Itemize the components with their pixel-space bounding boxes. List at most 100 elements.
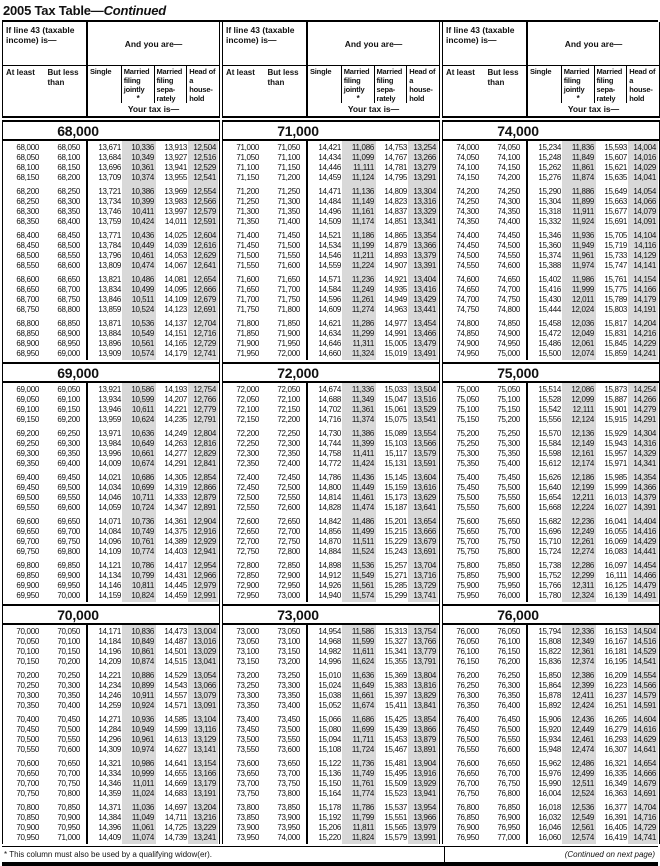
married-jointly-tax-cell: 11,599	[351, 637, 374, 646]
married-separately-tax-cell: 14,991	[384, 329, 407, 338]
but-less-than-cell: 70,800	[57, 789, 80, 798]
but-less-than-cell: 71,300	[277, 197, 300, 206]
married-jointly-tax-cell: 11,911	[572, 207, 595, 216]
your-tax-is-label: Your tax is—	[127, 104, 180, 114]
single-tax-cell: 13,796	[98, 251, 121, 260]
married-jointly-tax-cell: 11,424	[351, 459, 374, 468]
page-title-main: 2005 Tax Table	[3, 3, 91, 18]
head-of-household-tax-cell: 14,741	[633, 833, 656, 842]
but-less-than-cell: 68,550	[57, 251, 80, 260]
single-tax-cell: 15,444	[538, 305, 561, 314]
married-separately-tax-cell: 14,571	[164, 701, 187, 710]
at-least-cell: 74,650	[456, 285, 479, 294]
but-less-than-cell: 73,550	[277, 735, 300, 744]
continued-note: (Continued on next page)	[564, 850, 655, 859]
head-of-household-tax-cell: 14,404	[633, 517, 656, 526]
table-row: 75,800 75,850 15,738 12,286 16,097 14,454	[443, 561, 659, 571]
married-separately-tax-cell: 14,151	[164, 329, 187, 338]
married-jointly-tax-cell: 10,711	[131, 493, 154, 502]
head-of-household-tax-cell: 12,991	[193, 591, 216, 600]
at-least-cell: 72,450	[236, 483, 259, 492]
single-tax-cell: 14,842	[318, 517, 341, 526]
but-less-than-cell: 74,550	[497, 251, 520, 260]
at-least-cell: 68,650	[16, 285, 39, 294]
at-least-cell: 76,500	[456, 735, 479, 744]
married-jointly-tax-cell: 10,636	[131, 429, 154, 438]
but-less-than-cell: 70,650	[57, 759, 80, 768]
single-tax-cell: 15,836	[538, 657, 561, 666]
head-of-household-tax-cell: 13,941	[413, 789, 436, 798]
head-of-household-tax-cell: 12,941	[193, 547, 216, 556]
married-jointly-tax-cell: 10,936	[131, 715, 154, 724]
married-jointly-tax-cell: 12,211	[571, 493, 594, 502]
at-least-cell: 69,450	[16, 483, 39, 492]
single-tax-cell: 15,150	[318, 779, 341, 788]
table-row: 73,450 73,500 15,080 11,699 15,439 13,866	[223, 725, 439, 735]
single-tax-cell: 13,884	[98, 329, 121, 338]
married-jointly-tax-cell: 10,849	[131, 637, 154, 646]
section-header-label: 68,000	[57, 122, 99, 139]
single-tax-cell: 14,059	[98, 503, 121, 512]
single-tax-cell: 14,521	[318, 231, 341, 240]
but-less-than-cell: 70,100	[57, 637, 80, 646]
at-least-cell: 74,550	[456, 261, 479, 270]
income-column-headers: At least But less than	[223, 66, 308, 116]
single-tax-cell: 14,758	[318, 449, 341, 458]
married-jointly-tax-cell: 11,199	[351, 241, 374, 250]
married-separately-tax-cell: 16,111	[605, 571, 628, 580]
married-separately-tax-cell: 14,417	[164, 561, 187, 570]
married-separately-tax-cell: 16,167	[604, 637, 627, 646]
at-least-cell: 69,550	[16, 503, 39, 512]
head-of-household-tax-cell: 14,679	[633, 779, 656, 788]
married-jointly-tax-cell: 11,986	[571, 275, 594, 284]
married-separately-tax-cell: 14,473	[164, 627, 187, 636]
head-of-household-tax-cell: 13,566	[413, 439, 436, 448]
at-least-cell: 71,500	[236, 251, 259, 260]
at-least-cell: 68,900	[16, 339, 39, 348]
married-jointly-tax-cell: 11,061	[131, 823, 154, 832]
married-separately-tax-cell: 14,067	[164, 261, 187, 270]
married-jointly-tax-cell: 11,449	[351, 483, 374, 492]
at-least-cell: 73,750	[236, 789, 259, 798]
single-tax-cell: 15,724	[538, 547, 561, 556]
married-jointly-tax-cell: 11,336	[351, 385, 374, 394]
panel-header-top: If line 43 (taxable income) is— And you …	[3, 22, 219, 66]
at-least-cell: 75,100	[456, 405, 479, 414]
but-less-than-cell: 74,600	[497, 261, 520, 270]
single-tax-cell: 14,484	[318, 197, 341, 206]
table-row: 72,200 72,250 14,730 11,386 15,089 13,554	[223, 429, 439, 439]
head-of-household-tax-cell: 12,816	[193, 439, 216, 448]
head-of-household-tax-cell: 13,591	[413, 459, 436, 468]
but-less-than-cell: 68,700	[57, 285, 80, 294]
but-less-than-cell: 68,600	[57, 261, 80, 270]
single-tax-cell: 14,559	[318, 261, 341, 270]
married-jointly-tax-cell: 10,899	[131, 681, 154, 690]
head-of-household-tax-cell: 13,391	[413, 261, 436, 270]
married-separately-tax-cell: 16,279	[604, 725, 627, 734]
at-least-cell: 70,250	[16, 681, 39, 690]
married-jointly-tax-cell: 10,924	[131, 701, 154, 710]
but-less-than-header: But less than	[47, 68, 79, 87]
married-separately-tax-cell: 15,173	[384, 493, 407, 502]
but-less-than-cell: 72,450	[277, 473, 300, 482]
married-jointly-tax-cell: 12,011	[571, 295, 594, 304]
married-jointly-label: Married filing jointly	[563, 67, 590, 94]
married-jointly-tax-cell: 10,524	[131, 305, 154, 314]
table-row: 74,350 74,400 15,332 11,924 15,691 14,091	[443, 217, 659, 227]
single-tax-cell: 15,626	[538, 473, 561, 482]
married-separately-tax-cell: 15,789	[604, 295, 627, 304]
married-jointly-tax-cell: 11,349	[351, 395, 374, 404]
single-tax-cell: 14,359	[98, 789, 121, 798]
head-of-household-tax-cell: 12,616	[193, 241, 216, 250]
married-separately-tax-cell: 16,125	[604, 581, 627, 590]
but-less-than-cell: 75,650	[497, 517, 520, 526]
head-of-household-tax-cell: 13,341	[413, 217, 436, 226]
head-of-household-tax-cell: 14,604	[633, 715, 656, 724]
but-less-than-cell: 69,200	[57, 415, 80, 424]
at-least-cell: 76,750	[456, 789, 479, 798]
table-row: 73,250 73,300 15,024 11,649 15,383 13,816	[223, 681, 439, 691]
head-of-household-tax-cell: 12,741	[193, 349, 216, 358]
married-jointly-tax-cell: 10,549	[131, 329, 154, 338]
but-less-than-cell: 68,800	[57, 305, 80, 314]
single-tax-cell: 15,010	[318, 671, 341, 680]
